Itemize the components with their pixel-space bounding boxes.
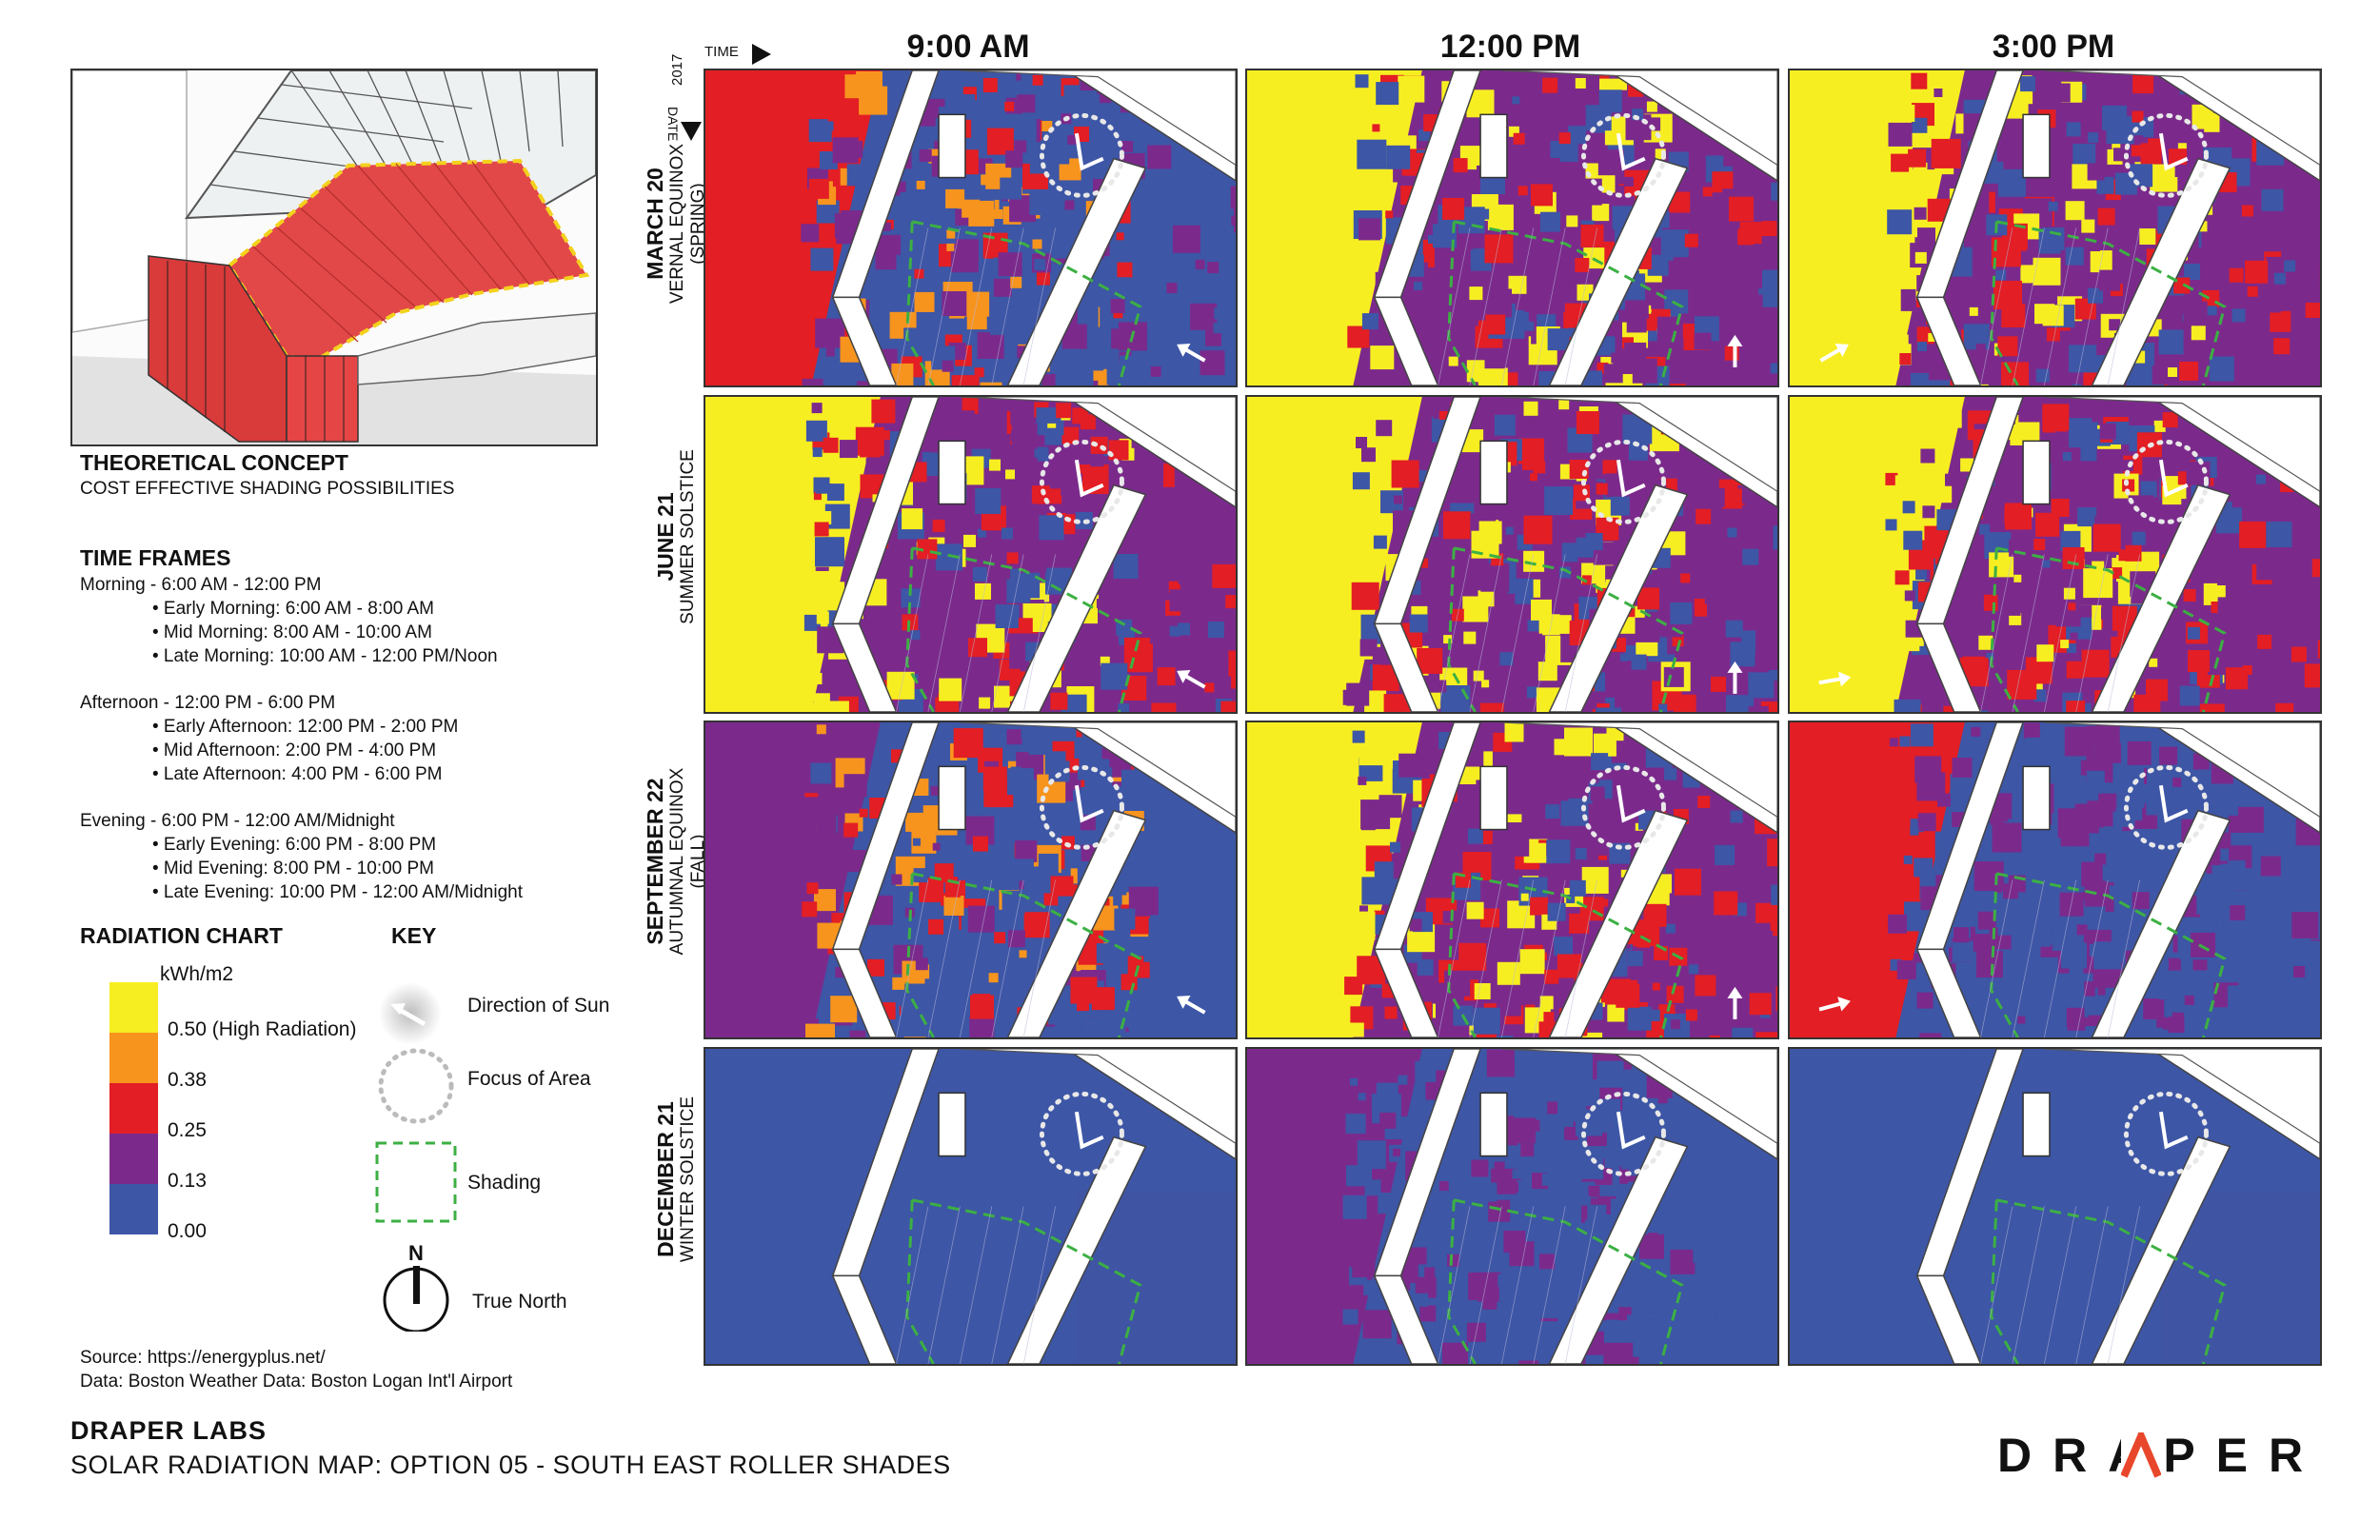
key-label-focus: Focus of Area — [467, 1068, 591, 1090]
concept-building-drawing — [72, 70, 596, 444]
time-frame-group-head: Afternoon - 12:00 PM - 6:00 PM — [80, 693, 336, 713]
row-date: JUNE 21 — [653, 492, 678, 582]
time-frame-item: • Late Evening: 10:00 PM - 12:00 AM/Midn… — [152, 882, 523, 902]
sun-direction-arrow-icon — [1727, 334, 1743, 367]
legend-swatch — [109, 1033, 158, 1083]
time-frame-item: • Mid Morning: 8:00 AM - 10:00 AM — [152, 622, 432, 642]
key-label-north: True North — [472, 1291, 567, 1313]
row-label-september: SEPTEMBER 22 AUTUMNAL EQUINOX (FALL) — [643, 704, 709, 1018]
data-line: Data: Boston Weather Data: Boston Logan … — [80, 1372, 513, 1392]
sun-direction-arrow-icon — [1818, 997, 1851, 1012]
column-header-9am: 9:00 AM — [906, 29, 1030, 65]
north-arrow-icon: N — [381, 1241, 457, 1332]
time-frame-item: • Early Afternoon: 12:00 PM - 2:00 PM — [152, 717, 459, 737]
time-frame-item: • Late Afternoon: 4:00 PM - 6:00 PM — [152, 764, 443, 784]
row-season: SUMMER SOLSTICE — [678, 449, 698, 624]
sun-direction-arrow-icon — [1727, 986, 1743, 1019]
radiation-map-panel — [1245, 395, 1779, 714]
radiation-unit: kWh/m2 — [160, 963, 234, 985]
time-frame-item: • Early Evening: 6:00 PM - 8:00 PM — [152, 835, 437, 855]
concept-title: THEORETICAL CONCEPT — [80, 450, 348, 475]
concept-illustration — [70, 69, 598, 446]
time-frames-title: TIME FRAMES — [80, 545, 231, 570]
legend-value: 0.50 (High Radiation) — [168, 1018, 357, 1040]
radiation-map-panel — [1245, 69, 1779, 387]
row-season: WINTER SOLSTICE — [678, 1096, 698, 1263]
key-label-shading: Shading — [467, 1172, 542, 1194]
time-frame-group-head: Morning - 6:00 AM - 12:00 PM — [80, 575, 322, 595]
radiation-map-panel — [1788, 395, 2322, 714]
legend-value: 0.25 — [168, 1119, 207, 1141]
legend-value: 0.13 — [168, 1170, 207, 1192]
time-arrow-icon — [752, 44, 771, 65]
legend-swatch — [109, 982, 158, 1033]
legend-swatch — [109, 1184, 158, 1234]
column-header-3pm: 3:00 PM — [1992, 29, 2115, 65]
sun-direction-arrow-icon — [1819, 343, 1849, 363]
column-header-12pm: 12:00 PM — [1439, 29, 1581, 65]
radiation-map-panel — [704, 395, 1238, 714]
footer-title: DRAPER LABS — [70, 1416, 268, 1445]
time-frames-list: Morning - 6:00 AM - 12:00 PM • Early Mor… — [80, 573, 523, 904]
logo-a-accent — [2121, 1432, 2161, 1478]
time-frame-item: • Mid Evening: 8:00 PM - 10:00 PM — [152, 859, 435, 879]
sun-direction-arrow-icon — [1177, 669, 1206, 689]
legend-swatch — [109, 1083, 158, 1134]
shading-key-icon — [374, 1140, 458, 1224]
source-line: Source: https://energyplus.net/ — [80, 1348, 326, 1368]
row-season: VERNAL EQUINOX — [667, 143, 687, 305]
time-frame-group-head: Evening - 6:00 PM - 12:00 AM/Midnight — [80, 811, 395, 831]
concept-subtitle: COST EFFECTIVE SHADING POSSIBILITIES — [80, 479, 455, 499]
time-frame-item: • Late Morning: 10:00 AM - 12:00 PM/Noon — [152, 646, 498, 666]
legend-swatch — [109, 1134, 158, 1184]
time-axis-label: TIME — [704, 44, 739, 60]
footer-subtitle: SOLAR RADIATION MAP: OPTION 05 - SOUTH E… — [70, 1451, 951, 1479]
date-arrow-icon — [681, 122, 702, 141]
radiation-map-panel — [704, 69, 1238, 387]
row-label-march: MARCH 20 VERNAL EQUINOX (SPRING) — [643, 67, 709, 381]
legend-value: 0.38 — [168, 1069, 207, 1091]
radiation-map-panel — [1245, 721, 1779, 1039]
radiation-map-panel — [1788, 69, 2322, 387]
key-label-sun: Direction of Sun — [467, 995, 610, 1017]
sun-direction-key-icon — [377, 980, 444, 1047]
sun-direction-arrow-icon — [1818, 671, 1852, 687]
row-label-december: DECEMBER 21 WINTER SOLSTICE — [653, 1022, 699, 1336]
legend-value: 0.00 — [168, 1220, 207, 1242]
row-date: DECEMBER 21 — [653, 1101, 678, 1257]
sun-direction-arrow-icon — [1727, 661, 1743, 694]
radiation-map-panel — [704, 721, 1238, 1039]
row-season: AUTUMNAL EQUINOX — [667, 767, 687, 956]
time-frame-item: • Mid Afternoon: 2:00 PM - 4:00 PM — [152, 740, 437, 760]
radiation-map-panel — [1245, 1047, 1779, 1366]
sun-direction-arrow-icon — [1177, 995, 1206, 1015]
time-frame-item: • Early Morning: 6:00 AM - 8:00 AM — [152, 599, 435, 619]
key-title: KEY — [391, 923, 437, 948]
radiation-map-panel — [704, 1047, 1238, 1366]
radiation-map-panel — [1788, 721, 2322, 1039]
north-letter: N — [408, 1241, 424, 1265]
row-label-june: JUNE 21 SUMMER SOLSTICE — [653, 380, 699, 694]
sun-direction-arrow-icon — [1177, 343, 1206, 363]
focus-area-key-icon — [377, 1047, 455, 1125]
row-date: SEPTEMBER 22 — [643, 778, 667, 945]
radiation-chart-title: RADIATION CHART — [80, 923, 283, 948]
row-date: MARCH 20 — [643, 168, 667, 280]
radiation-map-panel — [1788, 1047, 2322, 1366]
